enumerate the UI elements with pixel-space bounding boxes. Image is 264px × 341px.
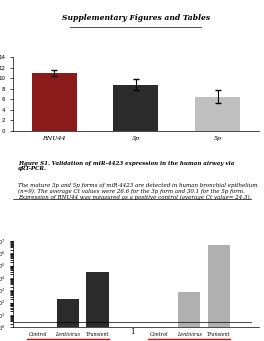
Text: Supplementary Figures and Tables: Supplementary Figures and Tables bbox=[62, 14, 210, 21]
Text: Figure S1. Validation of miR-4423 expression in the human airway via qRT-PCR.: Figure S1. Validation of miR-4423 expres… bbox=[18, 161, 234, 172]
Text: The mature 3p and 5p forms of miR-4423 are detected in human bronchial epitheliu: The mature 3p and 5p forms of miR-4423 a… bbox=[18, 183, 258, 201]
Bar bbox=[195, 97, 240, 131]
Bar bbox=[208, 244, 230, 341]
Text: 1: 1 bbox=[130, 328, 134, 336]
Bar bbox=[178, 292, 200, 341]
Bar bbox=[86, 272, 109, 341]
Bar bbox=[148, 327, 171, 341]
Bar bbox=[114, 85, 158, 131]
Bar bbox=[27, 327, 49, 341]
Bar bbox=[32, 73, 77, 131]
Bar bbox=[56, 299, 79, 341]
